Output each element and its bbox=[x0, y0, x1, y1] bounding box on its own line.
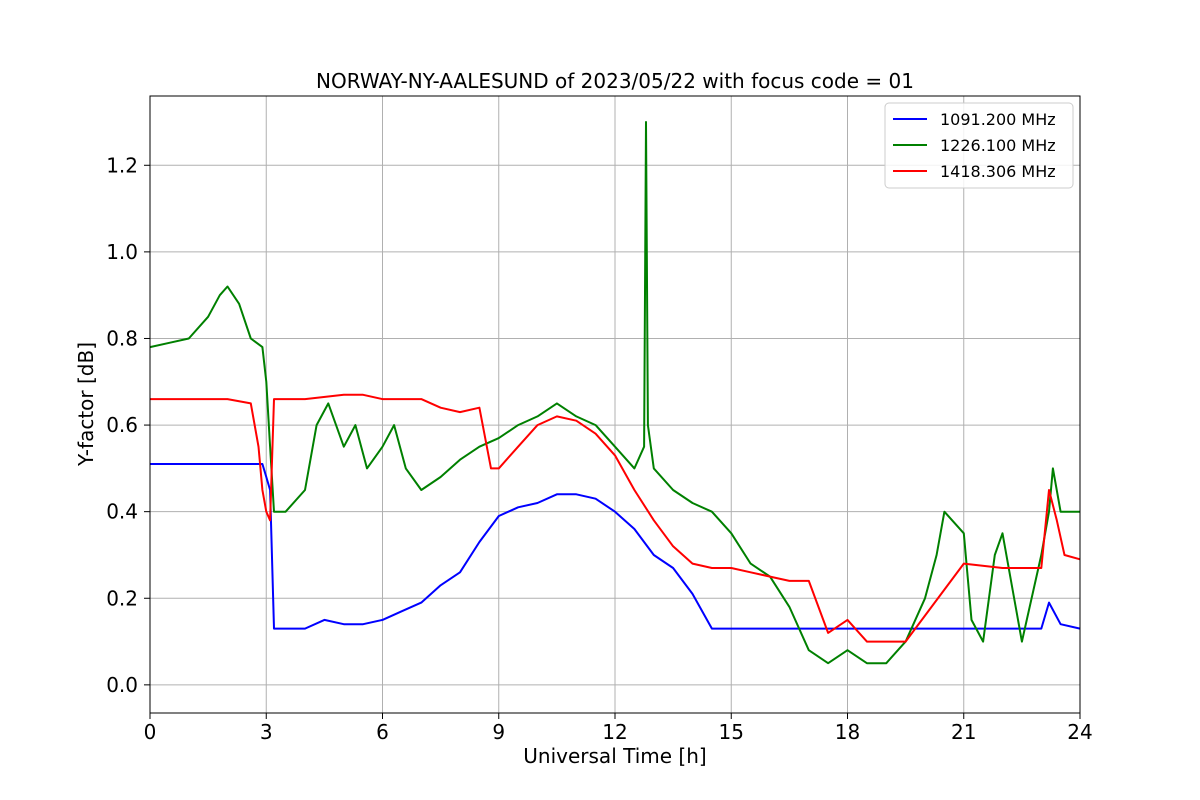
y-tick-label: 1.2 bbox=[106, 153, 138, 177]
y-axis-title: Y-factor [dB] bbox=[74, 342, 98, 467]
x-tick-label: 18 bbox=[835, 720, 860, 744]
y-tick-label: 0.4 bbox=[106, 500, 138, 524]
legend-label: 1091.200 MHz bbox=[940, 110, 1056, 129]
legend: 1091.200 MHz 1226.100 MHz 1418.306 MHz bbox=[884, 102, 1074, 189]
y-tick-label: 0.6 bbox=[106, 413, 138, 437]
legend-label: 1226.100 MHz bbox=[940, 136, 1056, 155]
x-axis-title: Universal Time [h] bbox=[523, 744, 706, 768]
series-lines bbox=[149, 121, 1081, 665]
y-tick-label: 0.2 bbox=[106, 586, 138, 610]
x-tick-label: 0 bbox=[144, 720, 157, 744]
x-tick-label: 21 bbox=[951, 720, 976, 744]
chart-title: NORWAY-NY-AALESUND of 2023/05/22 with fo… bbox=[316, 69, 914, 93]
axis-ticks: 0 3 6 9 12 15 18 21 24 0.0 0.2 0.4 0.6 0.8 1.0 1.2 bbox=[106, 153, 1093, 744]
x-tick-label: 9 bbox=[492, 720, 505, 744]
x-tick-label: 6 bbox=[376, 720, 389, 744]
x-tick-label: 24 bbox=[1067, 720, 1092, 744]
series-line-2 bbox=[149, 121, 1080, 665]
y-tick-label: 0.0 bbox=[106, 673, 138, 697]
y-tick-label: 1.0 bbox=[106, 240, 138, 264]
y-tick-label: 0.8 bbox=[106, 326, 138, 350]
series-line-3 bbox=[150, 393, 1081, 643]
series-line-1 bbox=[150, 463, 1081, 630]
legend-box bbox=[884, 102, 1074, 189]
x-tick-label: 12 bbox=[602, 720, 627, 744]
x-tick-label: 3 bbox=[260, 720, 273, 744]
legend-label: 1418.306 MHz bbox=[940, 162, 1056, 181]
x-tick-label: 15 bbox=[719, 720, 744, 744]
